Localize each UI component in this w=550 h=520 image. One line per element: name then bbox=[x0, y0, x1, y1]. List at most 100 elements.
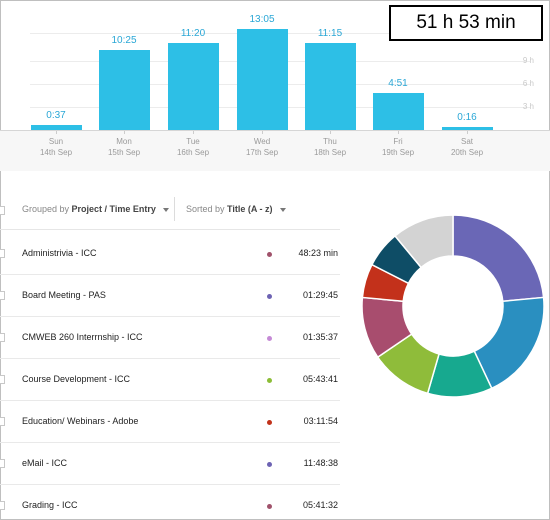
bar-value-label: 0:37 bbox=[46, 110, 66, 122]
day-date: 17th Sep bbox=[245, 148, 279, 157]
day-date: 16th Sep bbox=[176, 148, 210, 157]
donut-segment[interactable] bbox=[393, 214, 454, 269]
day-name: Fri bbox=[393, 137, 403, 146]
y-tick-label: 3 h bbox=[522, 101, 534, 111]
day-name: Wed bbox=[253, 137, 271, 146]
bar-value-label: 11:15 bbox=[317, 28, 343, 40]
y-tick-label: 6 h bbox=[522, 78, 534, 88]
row-checkbox[interactable] bbox=[0, 501, 5, 510]
bar[interactable] bbox=[236, 29, 288, 130]
x-tick bbox=[56, 131, 57, 134]
row-title: eMail - ICC bbox=[22, 458, 68, 468]
day-name: Sat bbox=[460, 137, 473, 146]
x-tick-label: Thu 18th Sep bbox=[300, 136, 360, 158]
row-duration: 05:41:32 bbox=[302, 500, 338, 510]
time-entry-row[interactable]: Board Meeting - PAS 01:29:45 bbox=[0, 275, 340, 317]
x-tick-label: Wed 17th Sep bbox=[232, 136, 292, 158]
row-title: Education/ Webinars - Adobe bbox=[22, 416, 139, 426]
bar[interactable] bbox=[98, 49, 150, 130]
project-color-dot-icon bbox=[267, 462, 272, 467]
x-tick bbox=[124, 131, 125, 134]
x-tick-label: Mon 15th Sep bbox=[94, 136, 154, 158]
x-tick-label: Fri 19th Sep bbox=[368, 136, 428, 158]
day-name: Sun bbox=[48, 137, 64, 146]
bar-value-label: 13:05 bbox=[249, 14, 275, 26]
bar-value-label: 10:25 bbox=[111, 34, 137, 46]
row-duration: 03:11:54 bbox=[303, 416, 338, 426]
day-date: 14th Sep bbox=[39, 148, 73, 157]
select-all-checkbox[interactable] bbox=[0, 206, 5, 215]
x-tick-label: Tue 16th Sep bbox=[163, 136, 223, 158]
day-date: 20th Sep bbox=[450, 148, 484, 157]
time-entry-row[interactable]: eMail - ICC 11:48:38 bbox=[0, 443, 340, 485]
bar[interactable] bbox=[372, 92, 424, 130]
row-duration: 48:23 min bbox=[298, 248, 338, 258]
bar-value-label: 0:16 bbox=[457, 112, 477, 123]
sort-by-value: Title (A - z) bbox=[227, 204, 273, 214]
row-duration: 01:29:45 bbox=[302, 290, 338, 300]
chevron-down-icon bbox=[163, 207, 170, 212]
sort-by-prefix: Sorted by bbox=[186, 204, 225, 214]
day-name: Thu bbox=[323, 137, 337, 146]
x-tick bbox=[467, 131, 468, 134]
day-date: 18th Sep bbox=[313, 148, 347, 157]
daily-hours-bar-chart: 9 h 6 h 3 h 0:37 10:25 11:20 13:05 11:15 4:51 0:1… bbox=[0, 0, 550, 130]
row-title: Administrivia - ICC bbox=[22, 248, 97, 258]
toolbar-divider bbox=[174, 197, 175, 221]
project-share-donut-chart bbox=[361, 214, 545, 398]
x-tick bbox=[330, 131, 331, 134]
project-color-dot-icon bbox=[267, 294, 272, 299]
row-title: CMWEB 260 Interrnship - ICC bbox=[22, 332, 143, 342]
row-checkbox[interactable] bbox=[0, 291, 5, 300]
x-tick bbox=[193, 131, 194, 134]
row-duration: 11:48:38 bbox=[303, 458, 338, 468]
bar-value-label: 4:51 bbox=[388, 77, 408, 89]
x-tick bbox=[262, 131, 263, 134]
bar[interactable] bbox=[30, 125, 82, 130]
group-by-dropdown[interactable]: Grouped by Project / Time Entry bbox=[22, 204, 170, 214]
project-color-dot-icon bbox=[267, 252, 272, 257]
row-checkbox[interactable] bbox=[0, 459, 5, 468]
time-entry-row[interactable]: Education/ Webinars - Adobe 03:11:54 bbox=[0, 401, 340, 443]
project-color-dot-icon bbox=[267, 378, 272, 383]
row-duration: 01:35:37 bbox=[302, 332, 338, 342]
row-checkbox[interactable] bbox=[0, 417, 5, 426]
row-checkbox[interactable] bbox=[0, 249, 5, 258]
group-by-prefix: Grouped by bbox=[22, 204, 70, 214]
time-entry-row[interactable]: Grading - ICC 05:41:32 bbox=[0, 485, 340, 520]
row-title: Grading - ICC bbox=[22, 500, 78, 510]
x-tick bbox=[398, 131, 399, 134]
total-time-badge: 51 h 53 min bbox=[389, 5, 543, 41]
toolbar-bottom-border bbox=[0, 229, 340, 230]
time-entry-row[interactable]: Administrivia - ICC 48:23 min bbox=[0, 233, 340, 275]
y-tick-label: 9 h bbox=[522, 55, 534, 65]
bar[interactable] bbox=[441, 127, 493, 130]
project-color-dot-icon bbox=[267, 336, 272, 341]
group-by-value: Project / Time Entry bbox=[71, 204, 156, 214]
row-title: Course Development - ICC bbox=[22, 374, 131, 384]
sort-by-dropdown[interactable]: Sorted by Title (A - z) bbox=[186, 204, 287, 214]
row-duration: 05:43:41 bbox=[302, 374, 338, 384]
chevron-down-icon bbox=[280, 207, 287, 212]
donut-segment[interactable] bbox=[452, 214, 545, 303]
bar[interactable] bbox=[304, 43, 356, 130]
time-entry-row[interactable]: Course Development - ICC 05:43:41 bbox=[0, 359, 340, 401]
list-toolbar: Grouped by Project / Time Entry Sorted b… bbox=[0, 195, 340, 225]
row-title: Board Meeting - PAS bbox=[22, 290, 106, 300]
time-entry-row[interactable]: CMWEB 260 Interrnship - ICC 01:35:37 bbox=[0, 317, 340, 359]
day-name: Mon bbox=[116, 137, 132, 146]
project-color-dot-icon bbox=[267, 420, 272, 425]
bar[interactable] bbox=[167, 42, 219, 130]
bar-value-label: 11:20 bbox=[180, 27, 206, 39]
x-tick-label: Sat 20th Sep bbox=[437, 136, 497, 158]
total-time-label: 51 h 53 min bbox=[416, 12, 516, 33]
day-axis: Sun 14th Sep Mon 15th Sep Tue 16th Sep Wed 17th… bbox=[0, 131, 550, 171]
x-tick-label: Sun 14th Sep bbox=[26, 136, 86, 158]
day-date: 15th Sep bbox=[107, 148, 141, 157]
row-checkbox[interactable] bbox=[0, 375, 5, 384]
project-color-dot-icon bbox=[267, 504, 272, 509]
chart-baseline bbox=[0, 130, 550, 131]
day-name: Tue bbox=[186, 137, 200, 146]
day-date: 19th Sep bbox=[381, 148, 415, 157]
row-checkbox[interactable] bbox=[0, 333, 5, 342]
